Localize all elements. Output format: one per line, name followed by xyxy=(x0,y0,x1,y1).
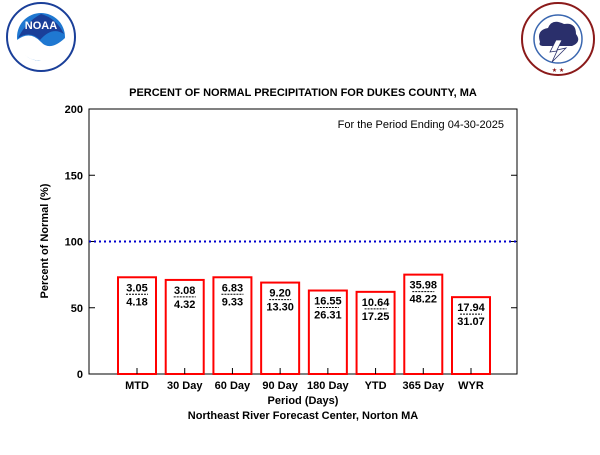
bar-normal-label: 26.31 xyxy=(314,310,342,322)
bar-observed-label: 17.94 xyxy=(457,302,485,314)
bar-normal-label: 4.32 xyxy=(174,299,195,311)
x-tick-label: 180 Day xyxy=(307,380,349,392)
bar-observed-label: 3.05 xyxy=(126,282,147,294)
bar-observed-label: 16.55 xyxy=(314,296,342,308)
bar-observed-label: 3.08 xyxy=(174,285,195,297)
nws-star-row: ★ ★ xyxy=(552,67,564,74)
bar-observed-label: 6.83 xyxy=(222,282,243,294)
nws-logo: ★ ★ xyxy=(521,2,595,76)
bar-observed-label: 10.64 xyxy=(362,297,390,309)
bar-observed-label: 35.98 xyxy=(410,280,438,292)
bar-observed-label: 9.20 xyxy=(269,288,290,300)
y-tick-label: 200 xyxy=(65,104,83,116)
y-axis: 0 50 100 150 200 xyxy=(65,104,517,381)
x-tick-label: 365 Day xyxy=(402,380,444,392)
x-tick-label: MTD xyxy=(125,380,149,392)
y-tick-label: 50 xyxy=(71,303,83,315)
x-axis: MTD 30 Day 60 Day 90 Day 180 Day YTD 365 Day WY… xyxy=(125,368,484,392)
x-axis-label: Period (Days) xyxy=(268,395,339,407)
y-tick-label: 0 xyxy=(77,369,83,381)
y-tick-label: 100 xyxy=(65,237,83,249)
chart-title: PERCENT OF NORMAL PRECIPITATION FOR DUKE… xyxy=(129,87,477,99)
y-axis-label: Percent of Normal (%) xyxy=(39,183,51,298)
noaa-logo: NOAA xyxy=(6,2,76,72)
x-tick-label: 90 Day xyxy=(262,380,298,392)
bar-normal-label: 31.07 xyxy=(457,316,485,328)
x-tick-label: YTD xyxy=(365,380,387,392)
period-annotation: For the Period Ending 04-30-2025 xyxy=(338,119,504,131)
bar-normal-label: 9.33 xyxy=(222,296,243,308)
bar-normal-label: 17.25 xyxy=(362,311,390,323)
x-tick-label: 30 Day xyxy=(167,380,203,392)
chart-footer: Northeast River Forecast Center, Norton … xyxy=(188,410,418,422)
noaa-logo-text: NOAA xyxy=(25,20,57,32)
bar-normal-label: 13.30 xyxy=(266,302,294,314)
bar-series: 3.05 4.18 3.08 4.32 6.83 9.33 9.20 13.30 16.55 26… xyxy=(117,273,491,376)
y-tick-label: 150 xyxy=(65,170,83,182)
bar-normal-label: 4.18 xyxy=(126,296,147,308)
x-tick-label: WYR xyxy=(458,380,484,392)
x-tick-label: 60 Day xyxy=(215,380,251,392)
bar-normal-label: 48.22 xyxy=(410,294,438,306)
